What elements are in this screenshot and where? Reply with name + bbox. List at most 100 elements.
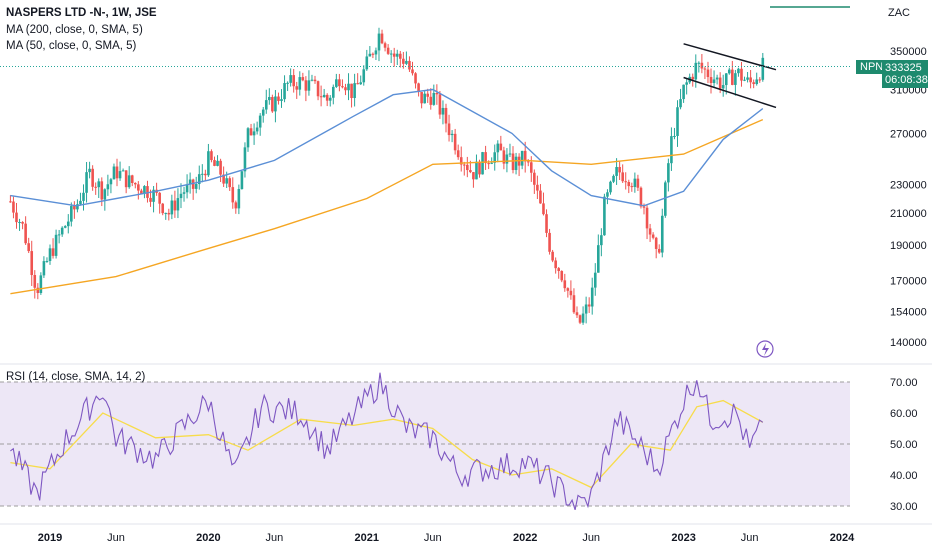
rsi-line	[10, 372, 764, 511]
candle-body	[170, 200, 174, 215]
candle-body	[100, 181, 104, 200]
candle-body	[691, 76, 695, 80]
time-tick-label: Jun	[424, 532, 442, 544]
candle-body	[694, 62, 698, 80]
rsi-tick-label: 40.00	[890, 470, 918, 482]
rsi-ma-line	[10, 399, 764, 489]
candle-body	[295, 86, 299, 90]
candle-body	[85, 172, 88, 193]
candle-body	[466, 164, 469, 171]
candle-body	[508, 153, 512, 155]
candle-body	[79, 200, 82, 205]
candle-body	[615, 167, 618, 176]
candle-body	[316, 81, 320, 97]
candle-body	[633, 178, 637, 188]
candle-body	[721, 85, 725, 89]
candle-body	[70, 206, 73, 222]
symbol-title[interactable]: NASPERS LTD -N-, 1W, JSE	[6, 7, 157, 19]
candle-body	[103, 189, 107, 200]
candle-body	[33, 275, 37, 288]
candle-body	[374, 50, 378, 55]
candle-body	[417, 83, 420, 93]
candle-body	[603, 196, 606, 236]
candle-body	[274, 96, 277, 112]
time-tick-label: 2022	[513, 532, 537, 544]
candle-body	[60, 227, 64, 235]
candle-body	[386, 47, 390, 54]
candle-body	[743, 79, 746, 81]
ma200-legend[interactable]: MA (200, close, 0, SMA, 5)	[6, 24, 143, 36]
candle-body	[459, 157, 463, 165]
candle-body	[609, 181, 612, 193]
candle-body	[368, 53, 372, 57]
candle-body	[213, 160, 216, 166]
candle-body	[39, 275, 43, 294]
candle-body	[536, 184, 539, 191]
time-tick-label: 2019	[38, 532, 62, 544]
candle-body	[597, 245, 600, 273]
candle-body	[487, 163, 490, 165]
candle-body	[127, 175, 131, 188]
candle-body	[210, 151, 213, 161]
last-price: 333325	[885, 62, 922, 74]
candle-body	[526, 161, 530, 163]
candle-body	[569, 290, 573, 296]
candle-body	[234, 202, 238, 209]
candle-body	[645, 207, 649, 229]
candle-body	[356, 83, 359, 85]
candle-body	[697, 62, 701, 64]
lightning-icon	[756, 340, 774, 358]
candle-body	[709, 77, 713, 84]
candle-body	[18, 222, 21, 224]
candle-body	[207, 151, 210, 176]
time-tick-label: Jun	[266, 532, 284, 544]
candle-body	[731, 69, 734, 85]
candle-body	[149, 197, 152, 202]
candle-body	[657, 248, 661, 253]
candle-body	[185, 184, 189, 193]
candle-body	[94, 186, 97, 188]
price-tick-label: 210000	[890, 208, 927, 220]
rsi-tick-label: 70.00	[890, 377, 918, 389]
ma50-legend[interactable]: MA (50, close, 0, SMA, 5)	[6, 40, 137, 52]
rsi-legend[interactable]: RSI (14, close, SMA, 14, 2)	[6, 371, 146, 383]
candle-body	[676, 107, 679, 136]
candle-body	[493, 152, 497, 163]
candle-body	[529, 162, 533, 173]
candle-body	[48, 248, 52, 261]
candle-body	[737, 68, 740, 74]
candle-body	[365, 56, 369, 70]
candle-body	[545, 214, 548, 233]
candle-body	[249, 128, 253, 136]
candle-body	[539, 190, 542, 204]
candle-body	[161, 203, 165, 214]
candle-body	[630, 186, 634, 188]
candle-body	[36, 287, 40, 294]
candle-body	[654, 237, 658, 249]
price-tick-label: 190000	[890, 240, 927, 252]
candle-body	[30, 251, 34, 276]
candle-body	[432, 92, 436, 105]
candle-body	[667, 163, 670, 183]
candle-body	[441, 107, 445, 115]
candle-body	[548, 232, 551, 252]
candle-body	[57, 234, 61, 236]
candle-body	[472, 172, 475, 180]
candle-body	[82, 192, 85, 201]
candle-body	[438, 94, 442, 115]
candle-body	[502, 150, 506, 164]
candle-body	[271, 97, 274, 112]
candle-body	[444, 107, 448, 124]
candle-body	[411, 69, 414, 74]
candle-body	[347, 83, 350, 91]
candle-body	[216, 160, 219, 166]
candle-body	[219, 160, 222, 175]
candle-body	[572, 295, 576, 313]
candle-body	[164, 212, 168, 214]
candle-body	[76, 204, 79, 210]
candle-body	[54, 234, 58, 256]
time-tick-label: 2023	[671, 532, 695, 544]
candle-body	[612, 175, 615, 182]
candle-body	[566, 288, 570, 291]
